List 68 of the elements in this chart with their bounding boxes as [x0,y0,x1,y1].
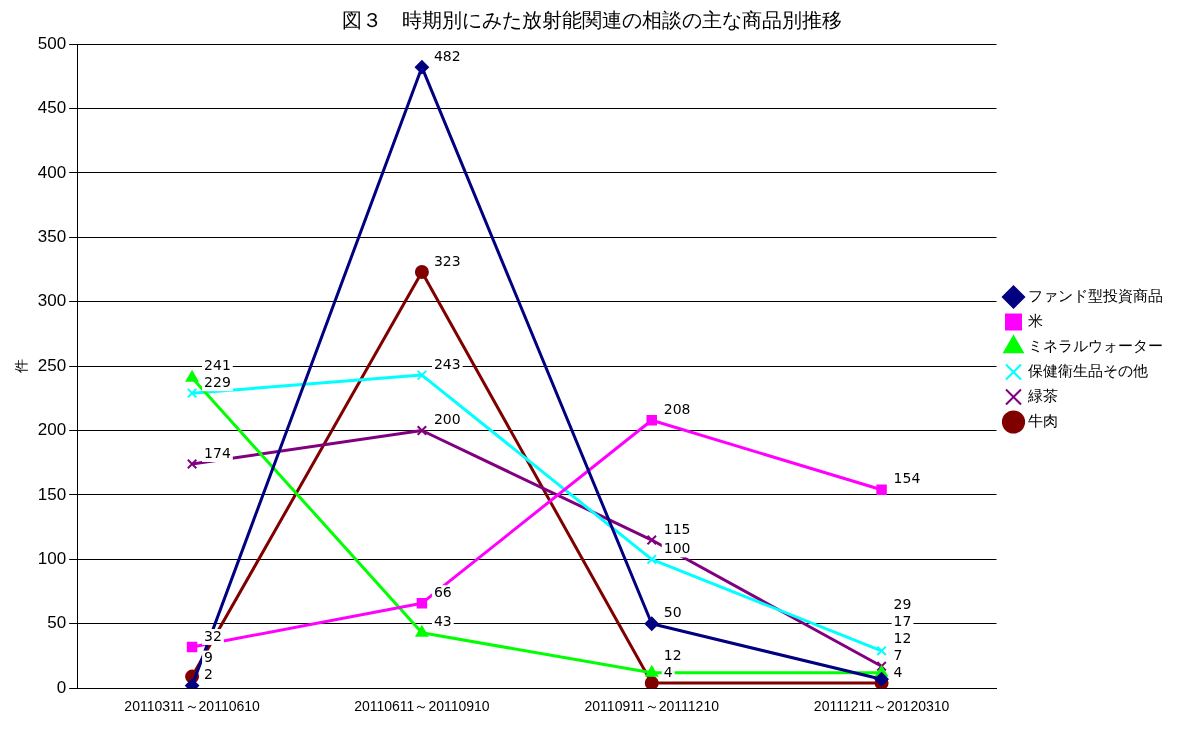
point [414,265,429,280]
data-label: 208 [663,400,691,417]
legend-label: 米 [1028,312,1043,330]
data-label: 32 [204,627,222,644]
point [185,370,199,382]
x-tick-label: 20110911～20111210 [584,698,720,715]
x-tick-label: 20111211～20120310 [813,698,950,715]
data-label: 229 [204,373,231,390]
y-tick-label: 400 [37,162,67,182]
point [876,661,887,672]
data-label: 9 [204,649,213,666]
point [874,672,889,687]
y-tick-label: 0 [56,677,67,697]
point [646,534,657,546]
point [876,484,887,496]
legend-label: 牛肉 [1028,412,1058,430]
data-label: 323 [433,252,461,269]
y-tick-label: 450 [37,98,67,118]
data-label: 50 [663,604,682,621]
data-label: 241 [204,356,231,373]
data-label: 4 [663,663,673,680]
point [416,369,428,381]
x-tick-label: 20110311～20110610 [124,698,261,715]
legend-label: 保健衛生品その他 [1028,362,1148,380]
data-label: 17 [893,612,912,629]
point [186,641,198,653]
y-tick-label: 150 [37,484,67,504]
point [414,60,429,75]
y-tick-label: 300 [37,291,67,311]
point [644,616,659,631]
data-label: 29 [893,595,912,612]
data-label: 4 [893,663,903,680]
data-label: 2 [204,666,213,683]
point [415,625,429,637]
data-label: 43 [433,613,452,630]
data-label: 115 [663,520,691,537]
point [644,676,659,689]
data-label: 154 [893,470,921,487]
y-tick-label: 50 [47,613,67,633]
point [416,597,428,609]
y-tick-label: 350 [37,226,67,246]
data-label: 174 [204,444,231,461]
y-tick-label: 100 [37,549,67,569]
data-label: 12 [663,646,682,663]
point [185,678,200,689]
point [186,458,198,470]
chart-title: 図３ 時期別にみた放射能関連の相談の主な商品別推移 [341,8,842,33]
y-axis-title: 件 [13,359,30,374]
y-tick-label: 250 [37,355,67,375]
point [186,387,198,399]
point [646,414,657,426]
x-tick-label: 20110611～20110910 [354,698,490,715]
point [416,425,428,436]
legend-label: ファンド型投資商品 [1028,287,1163,305]
y-tick-label: 200 [37,420,67,440]
legend-label: ミネラルウォーター [1028,337,1163,355]
point [646,554,657,565]
point [876,645,887,657]
legend-label: 緑茶 [1027,387,1058,405]
data-label: 243 [433,355,461,372]
data-label: 7 [893,646,903,663]
data-label: 100 [663,540,691,556]
point [645,665,658,677]
data-label: 66 [433,583,452,600]
data-label: 12 [893,629,912,646]
data-label: 200 [433,411,461,428]
data-label: 482 [433,47,461,64]
y-tick-label: 500 [37,33,67,53]
